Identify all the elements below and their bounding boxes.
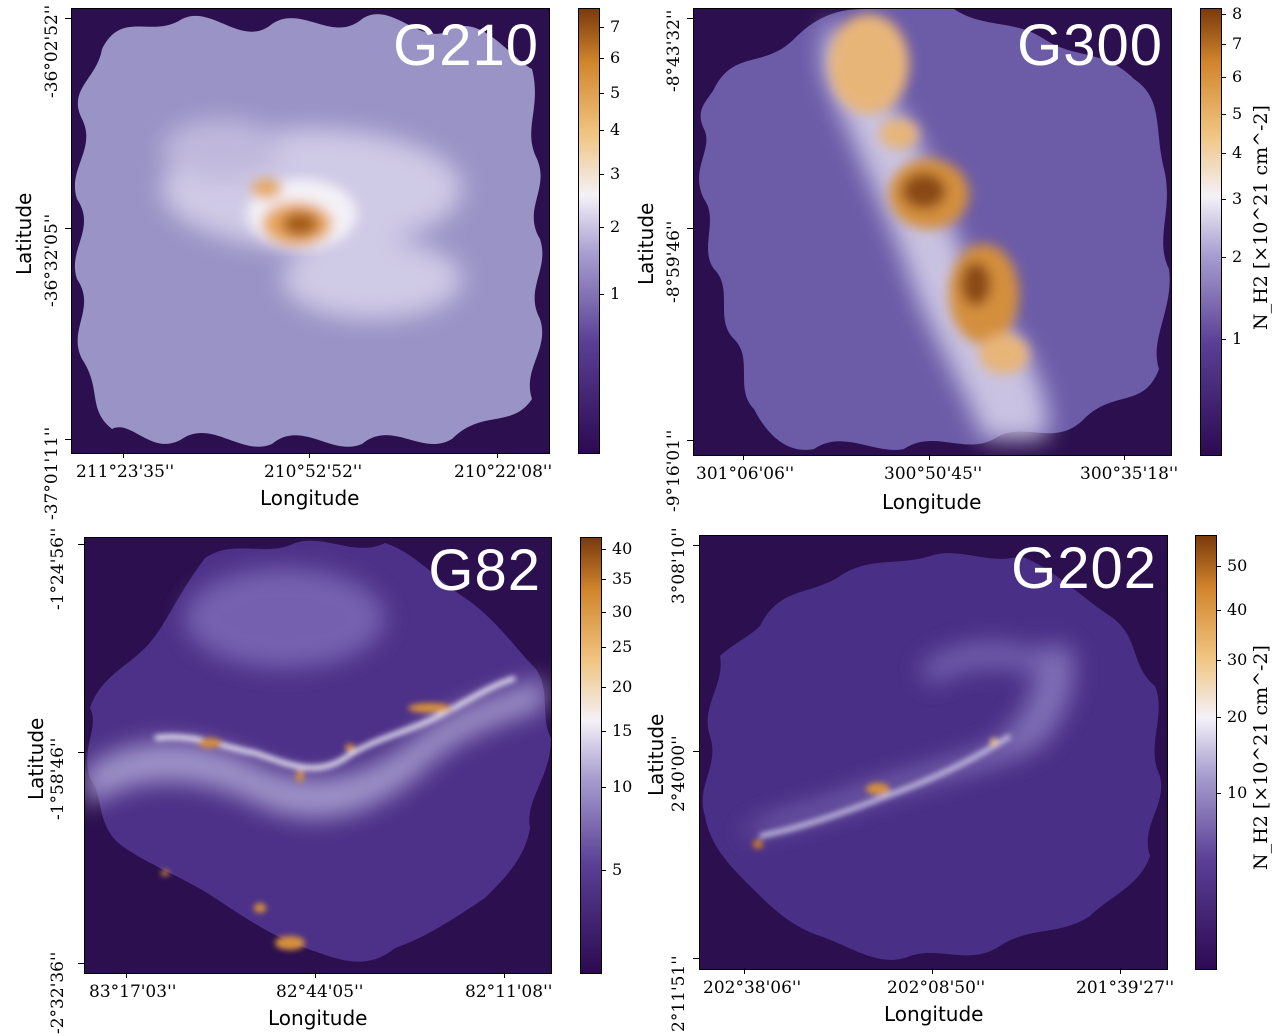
colorbar-tick: 1 bbox=[1232, 329, 1243, 348]
y-axis-label: Latitude bbox=[24, 717, 48, 800]
x-tick-label: 211°23'35'' bbox=[76, 462, 175, 482]
y-tick-label: -1°58'46'' bbox=[48, 737, 68, 820]
y-tick-label: -37°01'11'' bbox=[42, 426, 62, 520]
colorbar-tick: 50 bbox=[1227, 556, 1248, 575]
colorbar-tick: 6 bbox=[1232, 67, 1243, 86]
colorbar-tick: 5 bbox=[1232, 104, 1243, 123]
colorbar-tick: 4 bbox=[610, 120, 621, 139]
colorbar-tick: 10 bbox=[612, 777, 633, 796]
colorbar-tick: 15 bbox=[612, 721, 633, 740]
x-tick-label: 82°44'05'' bbox=[276, 982, 364, 1002]
colorbar-tick: 30 bbox=[612, 602, 633, 621]
field-name-g210: G210 bbox=[393, 13, 539, 78]
colorbar-tick: 25 bbox=[612, 637, 633, 656]
x-axis-label: Longitude bbox=[884, 1002, 984, 1026]
colorbar-tick: 5 bbox=[610, 83, 621, 102]
y-tick-label: -36°02'52'' bbox=[42, 4, 62, 98]
y-tick-label: -1°24'56'' bbox=[48, 527, 68, 610]
y-tick-label: -2°32'36'' bbox=[48, 951, 68, 1034]
y-tick-label: 3°08'10'' bbox=[669, 527, 689, 604]
x-tick-label: 300°50'45'' bbox=[884, 464, 983, 484]
y-tick-label: -9°16'01'' bbox=[664, 429, 684, 512]
colorbar-tick: 2 bbox=[610, 217, 621, 236]
colorbar-tick: 4 bbox=[1232, 143, 1243, 162]
x-tick-label: 202°38'06'' bbox=[703, 978, 802, 998]
colorbar-tick: 40 bbox=[612, 539, 633, 558]
colorbar-tick: 6 bbox=[610, 48, 621, 67]
colorbar-tick: 35 bbox=[612, 569, 633, 588]
colorbar-tick: 2 bbox=[1232, 247, 1243, 266]
y-axis-label: Latitude bbox=[634, 202, 658, 285]
x-axis-label: Longitude bbox=[260, 486, 360, 510]
y-axis-label: Latitude bbox=[12, 192, 36, 275]
field-name-g202: G202 bbox=[1011, 536, 1157, 601]
colorbar-g210 bbox=[578, 8, 600, 454]
colorbar-g202 bbox=[1195, 535, 1217, 970]
colorbar-tick: 3 bbox=[610, 164, 621, 183]
x-axis-label: Longitude bbox=[268, 1006, 368, 1030]
y-tick-label: -8°59'46'' bbox=[664, 220, 684, 303]
y-tick-label: 2°40'00'' bbox=[669, 735, 689, 812]
y-tick-label: -8°43'32'' bbox=[664, 9, 684, 92]
x-tick-label: 301°06'06'' bbox=[696, 464, 795, 484]
colorbar-label: N_H2 [×10^21 cm^-2] bbox=[1250, 105, 1272, 330]
field-name-g300: G300 bbox=[1017, 13, 1163, 78]
y-tick-label: 2°11'51'' bbox=[669, 955, 689, 1032]
colorbar-tick: 30 bbox=[1227, 650, 1248, 669]
colorbar-tick: 3 bbox=[1232, 189, 1243, 208]
field-name-g82: G82 bbox=[428, 538, 541, 603]
x-tick-label: 210°22'08'' bbox=[454, 462, 553, 482]
colorbar-tick: 1 bbox=[610, 284, 621, 303]
colorbar-tick: 8 bbox=[1232, 4, 1243, 23]
x-tick-label: 82°11'08'' bbox=[465, 982, 553, 1002]
colorbar-tick: 5 bbox=[612, 860, 623, 879]
colorbar-g82 bbox=[580, 537, 602, 974]
colorbar-g300 bbox=[1200, 8, 1222, 456]
map-image-g82: G82 bbox=[84, 537, 552, 974]
colorbar-tick: 7 bbox=[1232, 34, 1243, 53]
colorbar-label: N_H2 [×10^21 cm^-2] bbox=[1250, 645, 1272, 870]
colorbar-tick: 40 bbox=[1227, 600, 1248, 619]
colorbar-tick: 7 bbox=[610, 17, 621, 36]
map-image-g300: G300 bbox=[693, 8, 1172, 456]
map-coverage-g202 bbox=[702, 553, 1162, 960]
x-tick-label: 300°35'18'' bbox=[1080, 464, 1179, 484]
x-tick-label: 202°08'50'' bbox=[887, 978, 986, 998]
colorbar-tick: 20 bbox=[1227, 707, 1248, 726]
y-tick-label: -36°32'05'' bbox=[42, 213, 62, 307]
x-tick-label: 83°17'03'' bbox=[89, 982, 177, 1002]
colorbar-tick: 10 bbox=[1227, 783, 1248, 802]
y-axis-label: Latitude bbox=[644, 713, 668, 796]
map-image-g210: G210 bbox=[71, 8, 550, 454]
colorbar-tick: 20 bbox=[612, 677, 633, 696]
map-image-g202: G202 bbox=[699, 535, 1168, 970]
x-tick-label: 210°52'52'' bbox=[264, 462, 363, 482]
x-axis-label: Longitude bbox=[882, 490, 982, 514]
x-tick-label: 201°39'27'' bbox=[1076, 978, 1175, 998]
